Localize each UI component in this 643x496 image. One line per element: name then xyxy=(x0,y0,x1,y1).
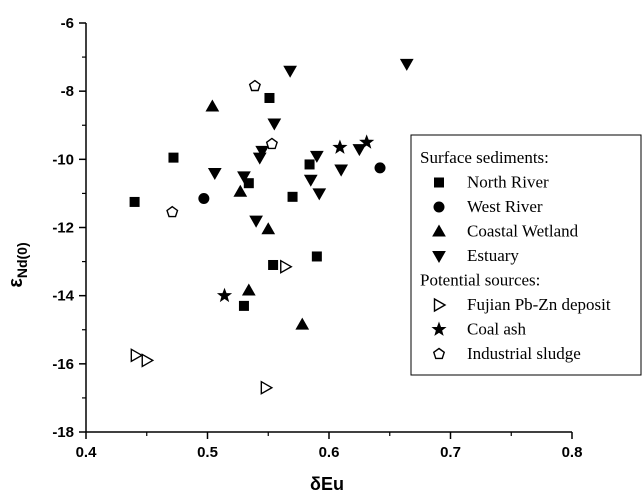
x-tick-label: 0.8 xyxy=(562,444,583,461)
point-estuary xyxy=(334,164,349,177)
point-north-river xyxy=(264,92,275,103)
legend-marker-west-river xyxy=(433,201,445,213)
y-tick-label: -16 xyxy=(52,356,74,373)
point-north-river xyxy=(168,152,179,163)
legend-label-north-river: North River xyxy=(467,173,549,192)
y-axis-title: εNd(0) xyxy=(5,242,30,287)
x-axis-title: δEu xyxy=(310,474,344,494)
point-north-river xyxy=(304,159,315,170)
legend-group-title: Potential sources: xyxy=(420,271,540,290)
point-west-river xyxy=(198,193,210,205)
point-fujian-pb-zn-deposit xyxy=(260,380,274,395)
x-tick-label: 0.4 xyxy=(76,444,98,461)
y-tick-label: -18 xyxy=(52,424,74,441)
point-estuary xyxy=(267,118,282,131)
y-tick-label: -8 xyxy=(61,83,74,100)
point-coastal-wetland xyxy=(261,222,276,235)
legend-marker-industrial-sludge xyxy=(432,347,446,360)
legend-label-coastal-wetland: Coastal Wetland xyxy=(467,222,579,241)
legend-label-west-river: West River xyxy=(467,197,543,216)
y-tick-label: -10 xyxy=(52,151,74,168)
x-tick-label: 0.5 xyxy=(197,444,218,461)
y-tick-label: -14 xyxy=(52,288,74,305)
legend-label-fujian-pb-zn-deposit: Fujian Pb-Zn deposit xyxy=(467,295,611,314)
legend-group-title: Surface sediments: xyxy=(420,148,549,167)
y-tick-label: -12 xyxy=(52,220,74,237)
point-estuary xyxy=(283,65,297,78)
point-estuary xyxy=(237,171,251,184)
point-north-river xyxy=(129,196,140,207)
data-markers xyxy=(129,58,414,395)
y-tick-label: -6 xyxy=(61,15,74,32)
legend-label-industrial-sludge: Industrial sludge xyxy=(467,344,581,363)
point-estuary xyxy=(252,152,267,165)
point-north-river xyxy=(238,300,249,311)
point-estuary xyxy=(352,144,367,157)
point-coal-ash xyxy=(359,134,375,149)
point-estuary xyxy=(312,188,327,201)
legend: Surface sediments: North River West River C… xyxy=(410,134,642,376)
point-estuary xyxy=(255,145,270,158)
point-coastal-wetland xyxy=(241,283,256,296)
point-north-river xyxy=(287,191,298,202)
y-axis-title-subscript: Nd(0) xyxy=(14,242,30,278)
point-industrial-sludge xyxy=(166,205,179,218)
point-industrial-sludge xyxy=(248,79,261,92)
legend-marker-north-river xyxy=(434,177,444,188)
legend-label-estuary: Estuary xyxy=(467,246,519,265)
point-estuary xyxy=(249,215,263,228)
point-coal-ash xyxy=(216,287,233,303)
legend-marker-coal-ash xyxy=(431,321,447,336)
legend-marker-coastal-wetland xyxy=(432,224,446,237)
y-axis-title-base: ε xyxy=(5,278,27,288)
point-west-river xyxy=(374,162,386,174)
point-fujian-pb-zn-deposit xyxy=(141,353,155,368)
x-tick-label: 0.6 xyxy=(319,444,340,461)
point-estuary xyxy=(309,150,324,163)
y-axis-ticks: -18 -16 -14 -12 -10 -8 -6 xyxy=(52,15,86,441)
legend-label-coal-ash: Coal ash xyxy=(467,320,527,339)
point-estuary xyxy=(303,174,318,187)
point-coastal-wetland xyxy=(205,99,220,112)
x-tick-label: 0.7 xyxy=(440,444,461,461)
point-estuary xyxy=(207,167,222,180)
point-north-river xyxy=(268,259,279,270)
legend-marker-fujian-pb-zn-deposit xyxy=(433,297,447,313)
point-coastal-wetland xyxy=(295,317,310,330)
point-north-river xyxy=(243,178,254,189)
point-north-river xyxy=(311,251,322,262)
point-fujian-pb-zn-deposit xyxy=(280,259,293,274)
point-coastal-wetland xyxy=(233,184,248,197)
point-coal-ash xyxy=(332,139,348,154)
point-estuary xyxy=(399,58,414,71)
legend-box xyxy=(410,134,642,376)
point-fujian-pb-zn-deposit xyxy=(130,348,144,363)
x-axis-ticks: 0.4 0.5 0.6 0.7 0.8 xyxy=(76,432,583,461)
point-industrial-sludge xyxy=(265,137,278,150)
legend-marker-estuary xyxy=(432,251,446,264)
plot-area: 0.4 0.5 0.6 0.7 0.8 -18 -16 -14 -12 -10 -8 -6 xyxy=(52,15,582,461)
